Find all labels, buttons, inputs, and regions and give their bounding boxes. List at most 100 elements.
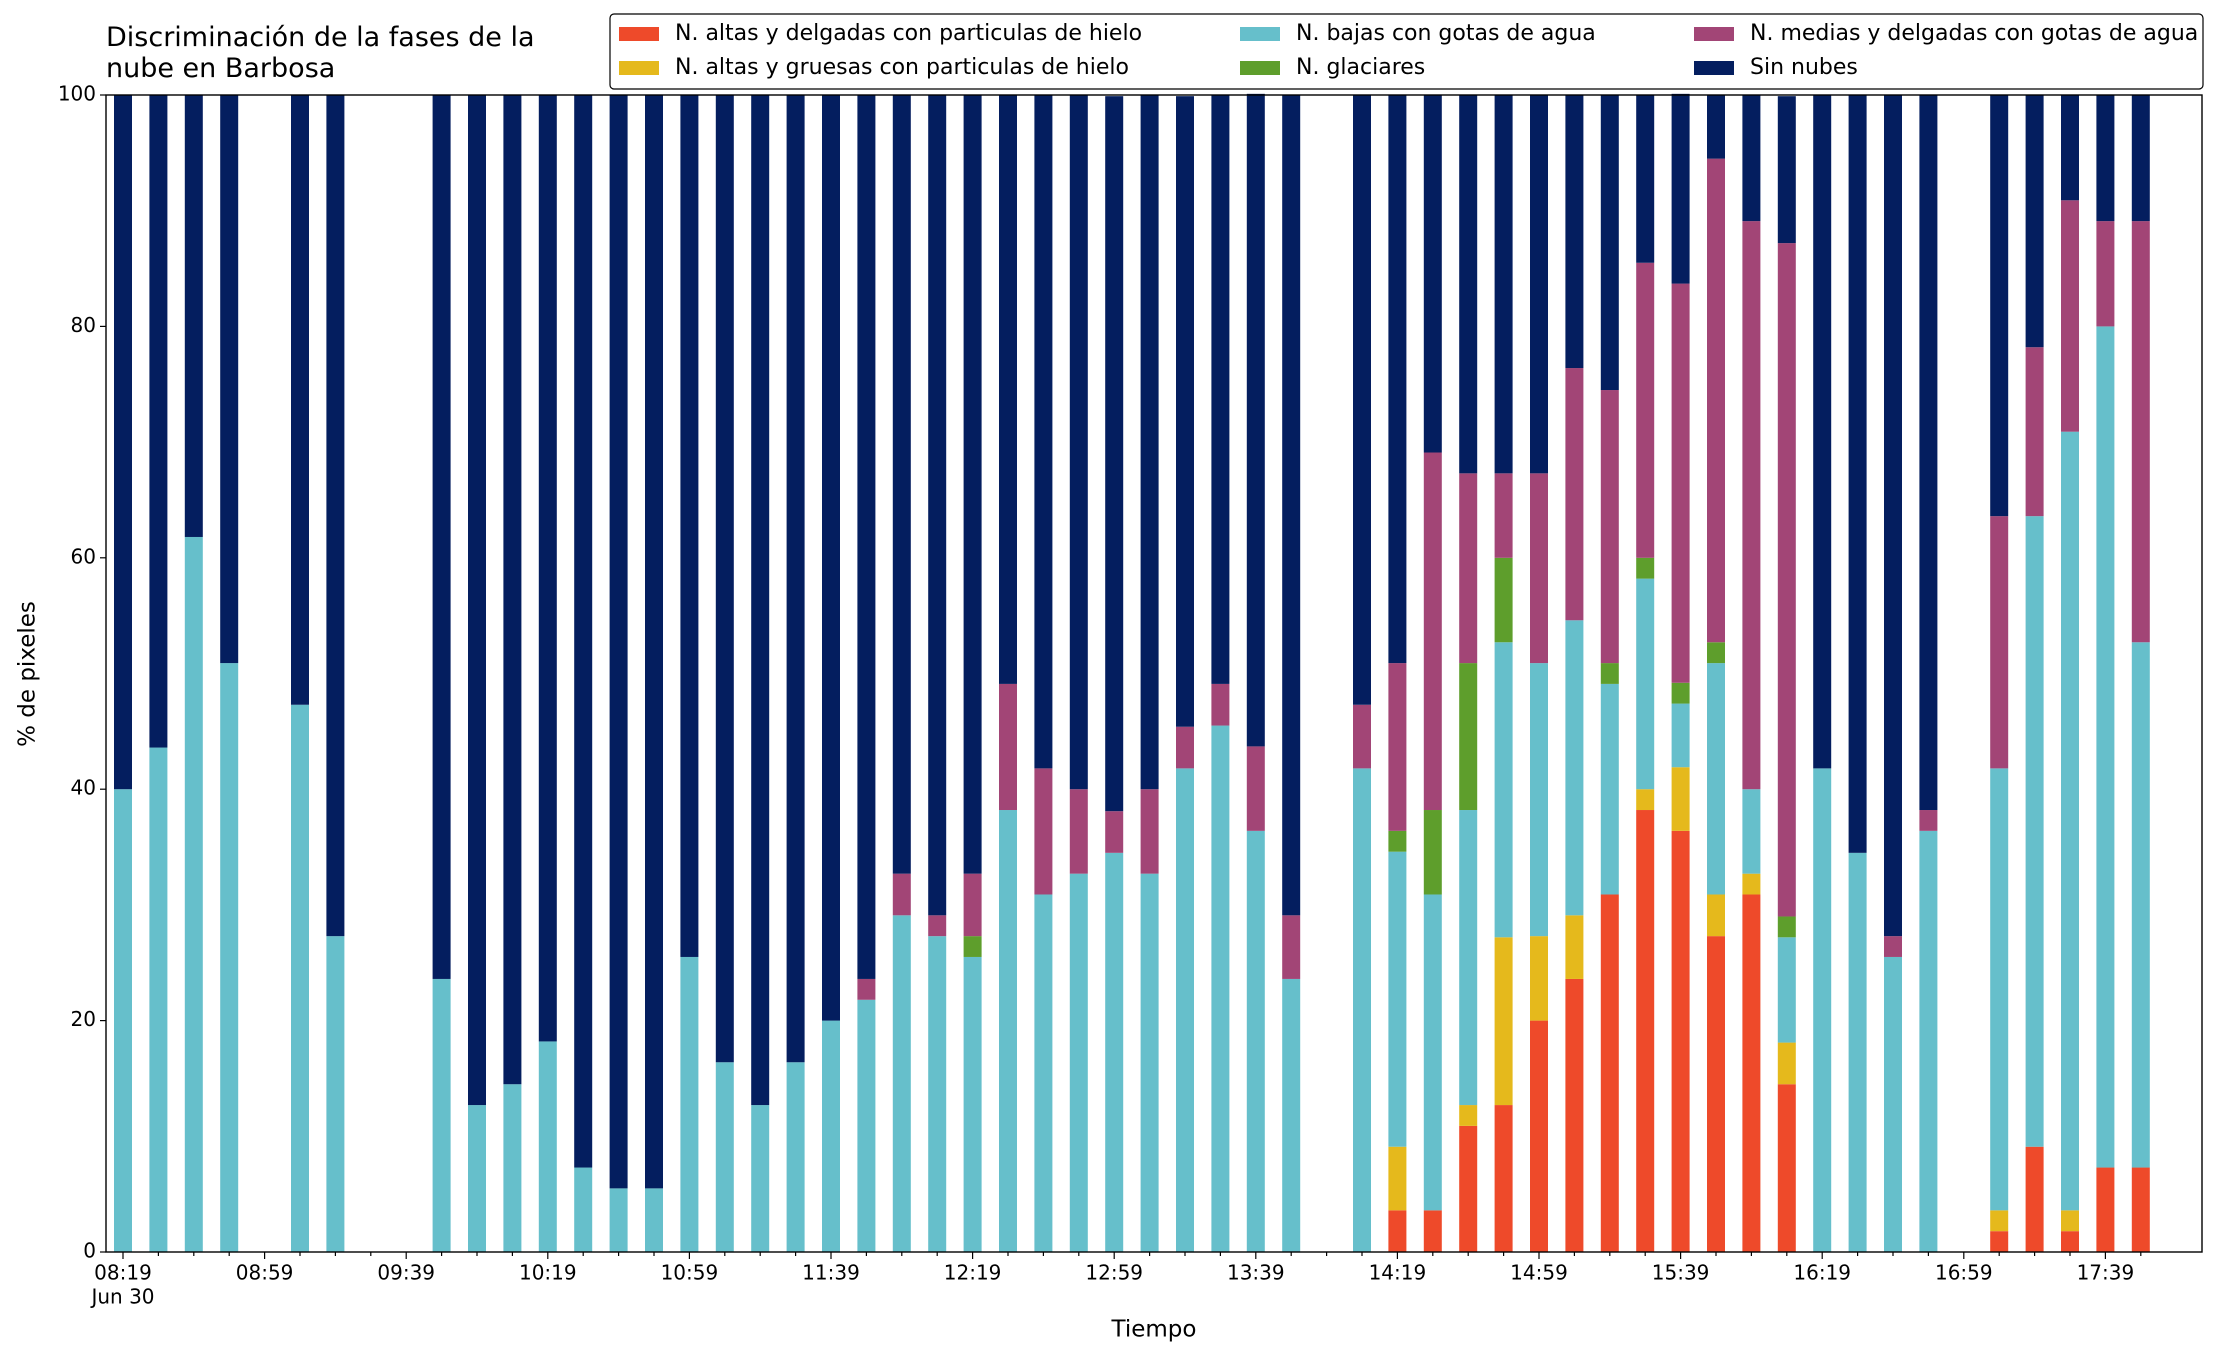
bar-segment [574,1167,593,1252]
bar-segment [468,1105,486,1252]
x-tick-label: 09:39 [377,1261,435,1285]
bar-segment [1530,1020,1548,1252]
bar-segment [1459,1125,1478,1252]
bar-segment [1140,873,1159,1252]
bar-segment [2131,95,2150,222]
bar-segment [1105,852,1124,1252]
bar-segment [1848,852,1867,1252]
bar-segment [1565,95,1584,369]
bar-segment [963,873,982,937]
bar-segment [114,789,132,1252]
bar-segment [1246,93,1265,747]
bar-segment [1636,810,1655,1252]
bar-segment [1990,1231,2009,1252]
y-axis-label: % de pixeles [15,601,41,747]
bar-segment [2131,221,2150,643]
bar-segment [715,1062,734,1252]
bar-segment [1742,789,1761,874]
bar-segment [645,95,663,1189]
bar-segment [751,1105,770,1252]
bar-segment [715,95,734,1063]
legend-box [609,13,2204,90]
bar-segment [963,936,982,957]
bar-segment [1671,830,1690,1252]
bar-segment [149,747,168,1252]
bar-segment [1282,95,1301,916]
legend-swatch [1240,27,1280,41]
bar-segment [1140,789,1159,874]
y-tick-label: 80 [71,313,96,337]
bar-segment [1990,516,2009,769]
bar-segment [1777,1084,1796,1252]
bar-segment [1246,746,1265,831]
bar-segment [1777,937,1796,1043]
bar-segment [786,1062,805,1252]
legend-label: Sin nubes [1750,55,1858,80]
bar-segment [1636,262,1655,558]
bar-segment [963,95,982,874]
bar-segment [326,95,345,937]
bar-segment [1707,663,1725,895]
bar-segment [1459,1105,1478,1126]
bar-segment [1671,93,1690,284]
bar-segment [2061,1231,2079,1252]
bar-segment [1884,956,1902,1252]
bar-segment [1671,682,1690,704]
bar-segment [822,95,840,1021]
x-tick-label: 08:59 [236,1261,294,1285]
bar-segment [326,936,345,1252]
bar-segment [1388,95,1407,664]
bar-segment [1423,810,1442,895]
bar-segment [1600,390,1619,664]
bar-segment [2061,95,2079,201]
bar-segment [291,95,309,705]
bar-segment [1105,811,1124,853]
bar-segment [1176,96,1194,727]
bar-segment [291,704,309,1252]
bar-segment [114,95,132,790]
bar-segment [645,1188,663,1252]
bar-segment [928,915,947,937]
bar-segment [680,956,699,1252]
bar-segment [220,663,239,1252]
bar-segment [2061,1210,2079,1232]
bar-segment [149,95,168,748]
bar-segment [1707,95,1725,159]
bar-segment [1600,663,1619,684]
bar-segment [1777,96,1796,244]
bar-segment [1671,703,1690,768]
bar-segment [1636,95,1655,263]
bar-segment [1494,1105,1513,1252]
bar-segment [1388,1146,1407,1211]
chart-title: Discriminación de la fases de la nube en… [106,22,535,84]
bar-segment [1636,578,1655,790]
y-tick-label: 60 [71,544,96,568]
bar-segment [1353,95,1371,705]
bar-segment [1211,683,1230,726]
x-tick-label: 11:39 [802,1261,860,1285]
bar-segment [1990,95,2009,517]
plot-frame [105,94,2203,1253]
bar-segment [1742,873,1761,895]
bar-segment [1742,894,1761,1252]
legend-swatch [1694,61,1734,75]
bar-segment [1069,95,1088,790]
bar-segment [928,936,947,1252]
bar-segment [1282,915,1301,979]
bar-segment [1069,789,1088,874]
bar-segment [1353,704,1371,769]
bar-segment [2061,200,2079,432]
legend-label: N. medias y delgadas con gotas de agua [1750,21,2198,46]
bar-segment [999,810,1017,1252]
bar-segment [1707,158,1725,643]
bar-segment [963,956,982,1252]
bar-segment [1423,1210,1442,1252]
bar-segment [1211,95,1230,684]
legend-swatch [1694,27,1734,41]
bar-segment [1530,95,1548,474]
bar-segment [892,915,911,1252]
bar-segment [2131,642,2150,1168]
bar-segment [1565,915,1584,979]
bar-segment [1530,473,1548,664]
